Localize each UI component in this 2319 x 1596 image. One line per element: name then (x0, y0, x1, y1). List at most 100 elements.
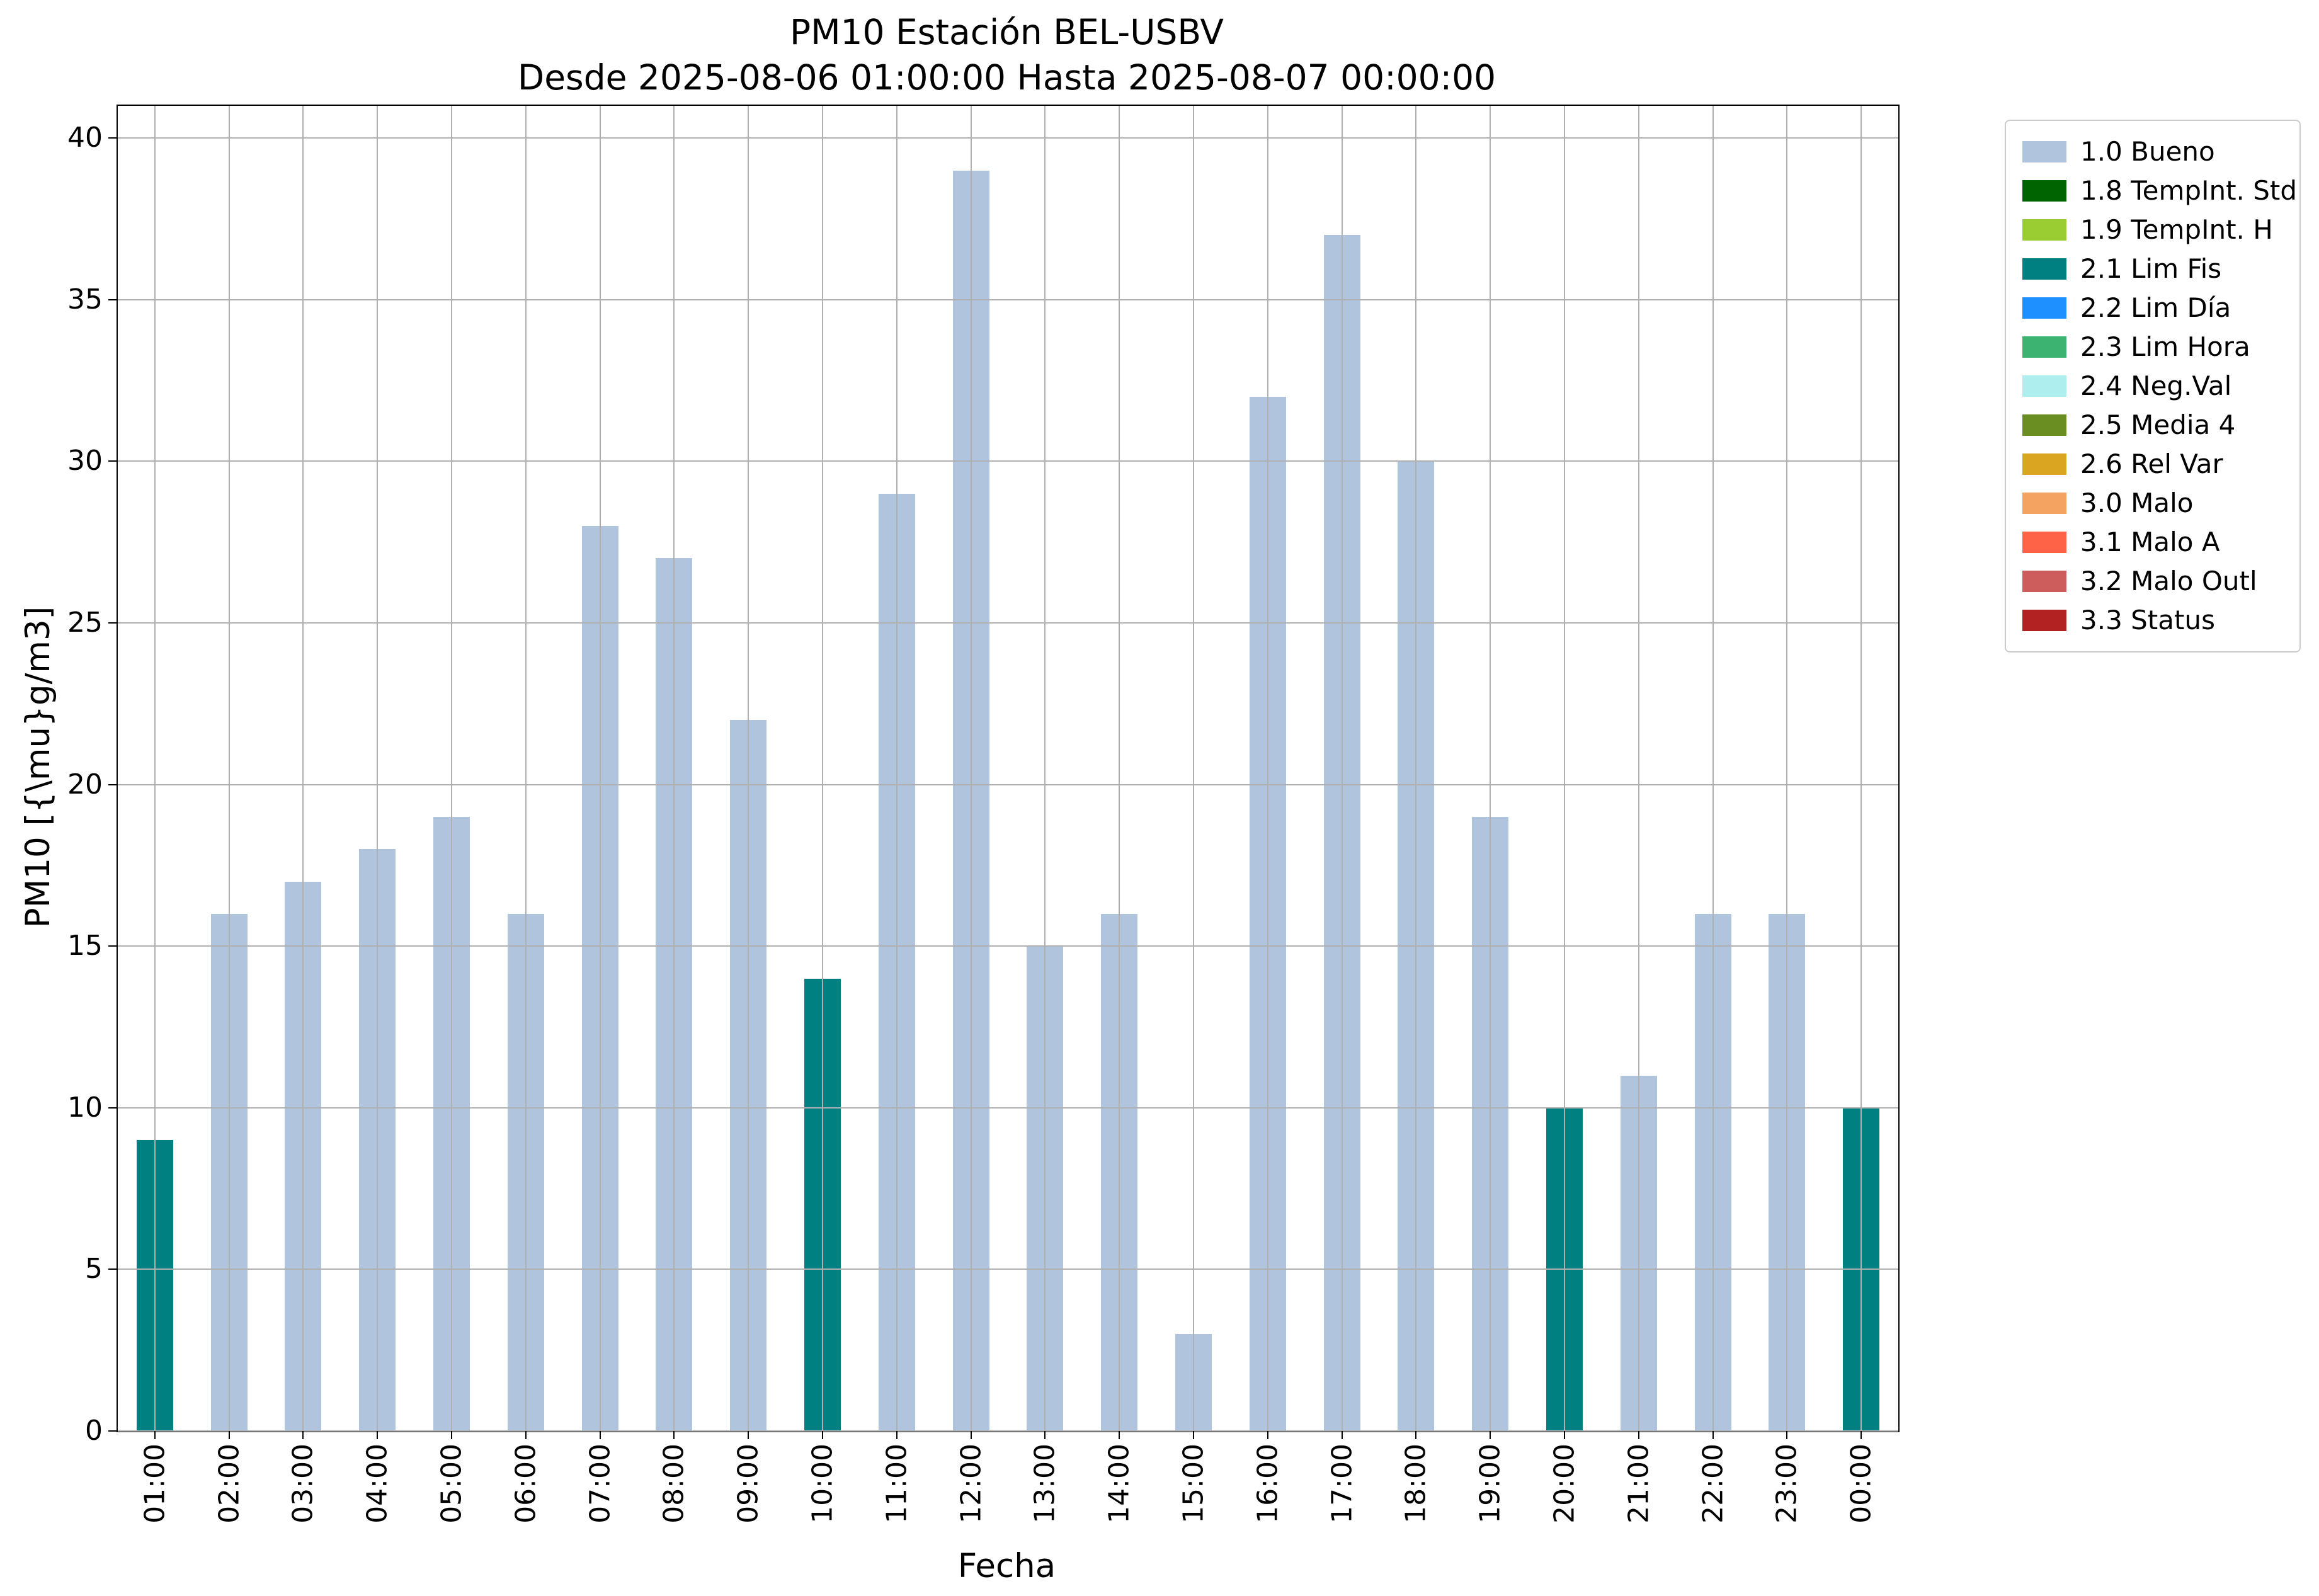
x-tick-mark (1267, 1431, 1268, 1439)
grid-line-horizontal (118, 784, 1898, 785)
legend-color-swatch (2022, 493, 2066, 514)
x-tick-label: 02:00 (213, 1444, 246, 1524)
grid-line-horizontal (118, 1430, 1898, 1432)
x-tick-label: 13:00 (1028, 1444, 1061, 1524)
chart-title-line2: Desde 2025-08-06 01:00:00 Hasta 2025-08-… (517, 57, 1496, 98)
legend-item: 1.9 TempInt. H (2022, 214, 2283, 246)
legend-label: 3.0 Malo (2080, 487, 2194, 518)
grid-line-vertical (822, 106, 824, 1431)
y-tick-label: 0 (85, 1415, 103, 1447)
x-tick-mark (1119, 1431, 1120, 1439)
grid-line-vertical (748, 106, 749, 1431)
y-tick-mark (108, 622, 117, 624)
x-tick-label: 18:00 (1399, 1444, 1432, 1524)
y-tick-label: 30 (67, 445, 103, 477)
y-tick-mark (108, 137, 117, 139)
x-tick-mark (1638, 1431, 1639, 1439)
grid-line-vertical (154, 106, 156, 1431)
legend-item: 3.1 Malo A (2022, 527, 2283, 558)
x-tick-label: 17:00 (1326, 1444, 1359, 1524)
legend-label: 2.5 Media 4 (2080, 409, 2236, 440)
x-tick-mark (1563, 1431, 1565, 1439)
legend-item: 2.5 Media 4 (2022, 409, 2283, 441)
y-tick-label: 35 (67, 283, 103, 316)
grid-line-vertical (1860, 106, 1862, 1431)
x-tick-label: 21:00 (1622, 1444, 1655, 1524)
x-tick-label: 09:00 (732, 1444, 765, 1524)
legend-color-swatch (2022, 571, 2066, 592)
x-tick-label: 15:00 (1177, 1444, 1210, 1524)
grid-line-horizontal (118, 299, 1898, 300)
grid-line-vertical (228, 106, 230, 1431)
legend-color-swatch (2022, 141, 2066, 162)
grid-line-vertical (302, 106, 304, 1431)
legend-label: 3.2 Malo Outl (2080, 566, 2257, 596)
grid-line-horizontal (118, 1268, 1898, 1270)
legend-item: 1.8 TempInt. Std (2022, 175, 2297, 207)
x-tick-mark (451, 1431, 453, 1439)
x-tick-mark (970, 1431, 972, 1439)
legend-label: 3.3 Status (2080, 605, 2215, 636)
legend-item: 2.1 Lim Fis (2022, 253, 2283, 285)
grid-line-vertical (377, 106, 379, 1431)
legend-color-swatch (2022, 219, 2066, 241)
y-tick-mark (108, 460, 117, 462)
x-tick-mark (302, 1431, 304, 1439)
x-axis-label: Fecha (957, 1547, 1056, 1585)
legend-label: 1.9 TempInt. H (2080, 214, 2273, 245)
x-tick-mark (525, 1431, 527, 1439)
legend-color-swatch (2022, 180, 2066, 202)
y-tick-label: 20 (67, 768, 103, 801)
legend-item: 2.2 Lim Día (2022, 292, 2283, 324)
x-tick-mark (599, 1431, 601, 1439)
y-tick-mark (108, 1430, 117, 1432)
grid-line-vertical (970, 106, 972, 1431)
grid-line-vertical (1563, 106, 1565, 1431)
y-tick-label: 40 (67, 122, 103, 154)
legend-label: 1.8 TempInt. Std (2080, 175, 2298, 206)
legend-item: 2.6 Rel Var (2022, 448, 2283, 480)
legend-item: 3.3 Status (2022, 605, 2283, 636)
x-tick-label: 22:00 (1697, 1444, 1729, 1524)
x-tick-label: 04:00 (361, 1444, 394, 1524)
x-tick-label: 11:00 (880, 1444, 913, 1524)
grid-line-horizontal (118, 137, 1898, 139)
chart-title-line1: PM10 Estación BEL-USBV (789, 12, 1224, 52)
grid-line-horizontal (118, 945, 1898, 947)
grid-line-vertical (1267, 106, 1268, 1431)
grid-line-vertical (1638, 106, 1639, 1431)
grid-line-vertical (525, 106, 527, 1431)
x-tick-label: 12:00 (955, 1444, 988, 1524)
x-tick-mark (1860, 1431, 1862, 1439)
x-tick-label: 14:00 (1103, 1444, 1136, 1524)
x-tick-mark (154, 1431, 156, 1439)
plot-area: 01:00 02:00 03:00 04:00 05:00 06:00 07:00 08:00… (67, 105, 1900, 1524)
legend-label: 2.6 Rel Var (2080, 448, 2223, 479)
y-tick-mark (108, 945, 117, 947)
grid-line-horizontal (118, 622, 1898, 624)
legend: 1.0 Bueno 1.8 TempInt. Std 1.9 TempInt. H 2… (2005, 120, 2301, 653)
legend-label: 3.1 Malo A (2080, 527, 2220, 557)
x-tick-label: 20:00 (1548, 1444, 1581, 1524)
y-tick-label: 15 (67, 930, 103, 962)
y-tick-mark (108, 299, 117, 300)
x-tick-label: 00:00 (1845, 1444, 1877, 1524)
x-tick-mark (748, 1431, 749, 1439)
legend-item: 3.2 Malo Outl (2022, 566, 2283, 597)
x-tick-label: 10:00 (806, 1444, 839, 1524)
legend-label: 2.1 Lim Fis (2080, 253, 2222, 284)
grid-line-vertical (1712, 106, 1714, 1431)
x-tick-mark (673, 1431, 675, 1439)
x-tick-label: 05:00 (435, 1444, 468, 1524)
grid-line-vertical (1415, 106, 1417, 1431)
legend-color-swatch (2022, 375, 2066, 397)
y-tick-label: 5 (85, 1253, 103, 1285)
grid-line-vertical (599, 106, 601, 1431)
legend-item: 3.0 Malo (2022, 487, 2283, 519)
legend-color-swatch (2022, 297, 2066, 319)
x-tick-label: 07:00 (584, 1444, 617, 1524)
legend-color-swatch (2022, 610, 2066, 631)
legend-item: 1.0 Bueno (2022, 136, 2283, 168)
y-tick-label: 10 (67, 1091, 103, 1124)
